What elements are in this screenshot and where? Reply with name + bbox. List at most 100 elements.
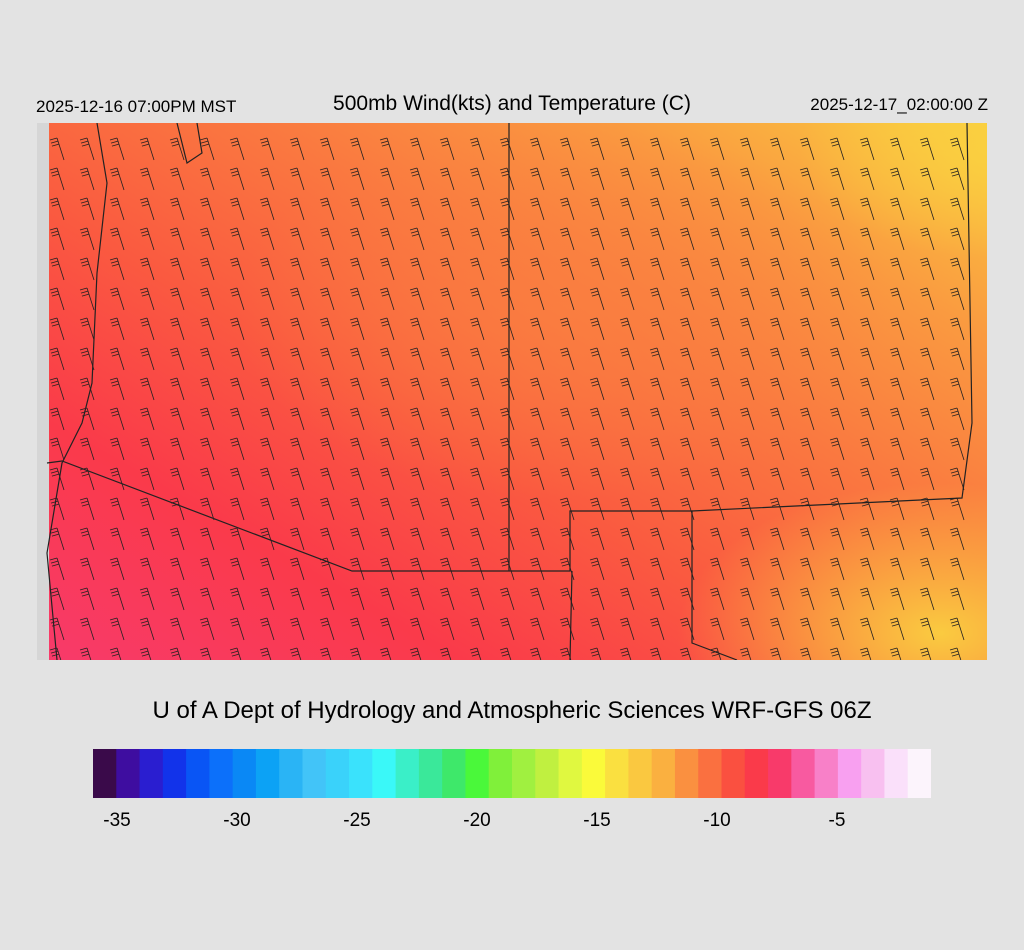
wind-barb: [289, 527, 305, 551]
wind-barb: [139, 377, 155, 401]
wind-barb: [739, 617, 755, 641]
wind-barb: [139, 647, 152, 660]
wind-barb: [709, 287, 725, 311]
wind-barb: [469, 287, 485, 311]
wind-barb: [829, 317, 845, 341]
wind-barb: [679, 587, 695, 611]
wind-barb: [79, 377, 95, 401]
wind-barb: [859, 197, 875, 221]
wind-barb: [889, 647, 902, 660]
wind-barb: [289, 137, 305, 161]
wind-barb: [109, 437, 125, 461]
wind-barb: [439, 647, 452, 660]
wind-barb: [439, 137, 455, 161]
wind-barb: [409, 437, 425, 461]
wind-barb: [199, 587, 215, 611]
wind-barb: [829, 137, 845, 161]
wind-barb: [769, 317, 785, 341]
wind-barb: [799, 257, 815, 281]
wind-barb: [49, 137, 65, 161]
wind-barb: [439, 557, 455, 581]
wind-barb: [559, 167, 575, 191]
colorbar-swatch: [162, 749, 187, 798]
wind-barb: [409, 347, 425, 371]
utc-time-label: 2025-12-17_02:00:00 Z: [810, 95, 988, 114]
wind-barb: [379, 617, 395, 641]
wind-barb: [169, 587, 185, 611]
wind-barb: [649, 557, 665, 581]
wind-barb: [679, 497, 695, 521]
wind-barb: [709, 227, 725, 251]
wind-barb: [199, 257, 215, 281]
wind-barb: [769, 167, 785, 191]
wind-barb: [379, 467, 395, 491]
wind-barb: [769, 527, 785, 551]
wind-barb: [559, 527, 575, 551]
wind-barb: [619, 467, 635, 491]
wind-barb: [319, 407, 335, 431]
wind-barb: [289, 167, 305, 191]
wind-barb: [289, 287, 305, 311]
colorbar-swatch: [116, 749, 141, 798]
colorbar-tick-label: -25: [343, 810, 371, 831]
wind-barb: [439, 257, 455, 281]
colorbar-swatch: [93, 749, 117, 798]
wind-barb: [109, 527, 125, 551]
wind-barb: [589, 287, 605, 311]
wind-barb: [829, 437, 845, 461]
wind-barb: [169, 647, 182, 660]
wind-barb: [229, 347, 245, 371]
wind-barb: [619, 437, 635, 461]
wind-barb: [439, 617, 455, 641]
wind-barb: [349, 197, 365, 221]
wind-barb: [79, 647, 92, 660]
wind-barb: [379, 317, 395, 341]
colorbar-swatch: [325, 749, 350, 798]
wind-barb: [799, 617, 815, 641]
colorbar-tick-label: -15: [583, 810, 611, 831]
wind-barb: [409, 287, 425, 311]
wind-barb: [829, 377, 845, 401]
wind-barb: [769, 407, 785, 431]
wind-barb: [409, 137, 425, 161]
wind-barb: [379, 377, 395, 401]
wind-barb: [259, 287, 275, 311]
wind-barb: [679, 437, 695, 461]
wind-barb: [589, 527, 605, 551]
wind-barb: [829, 227, 845, 251]
wind-barb: [499, 527, 515, 551]
wind-barb: [829, 497, 845, 521]
wind-barb: [499, 347, 515, 371]
wind-barb: [199, 467, 215, 491]
wind-barb: [739, 317, 755, 341]
wind-barb: [229, 377, 245, 401]
wind-barb: [739, 587, 755, 611]
wind-barb: [829, 587, 845, 611]
wind-barb: [469, 407, 485, 431]
wind-barb: [169, 287, 185, 311]
wind-barb: [49, 527, 65, 551]
wind-barb: [889, 587, 905, 611]
wind-barb: [589, 587, 605, 611]
wind-barb: [949, 317, 965, 341]
wind-barb: [739, 647, 752, 660]
wind-barb: [709, 647, 722, 660]
wind-barb: [589, 467, 605, 491]
wind-barb: [619, 587, 635, 611]
wind-barb: [469, 587, 485, 611]
wind-barb: [49, 377, 65, 401]
wind-barb: [589, 347, 605, 371]
wind-barb: [589, 317, 605, 341]
wind-barb: [739, 377, 755, 401]
wind-barb: [49, 197, 65, 221]
wind-barb: [499, 557, 515, 581]
wind-barb: [619, 407, 635, 431]
wind-barb: [469, 227, 485, 251]
wind-barb: [289, 557, 305, 581]
wind-barb: [649, 287, 665, 311]
wind-barb: [139, 527, 155, 551]
colorbar-tick-label: -35: [103, 810, 131, 831]
wind-barb: [559, 347, 575, 371]
wind-barb: [799, 347, 815, 371]
wind-barb: [649, 587, 665, 611]
